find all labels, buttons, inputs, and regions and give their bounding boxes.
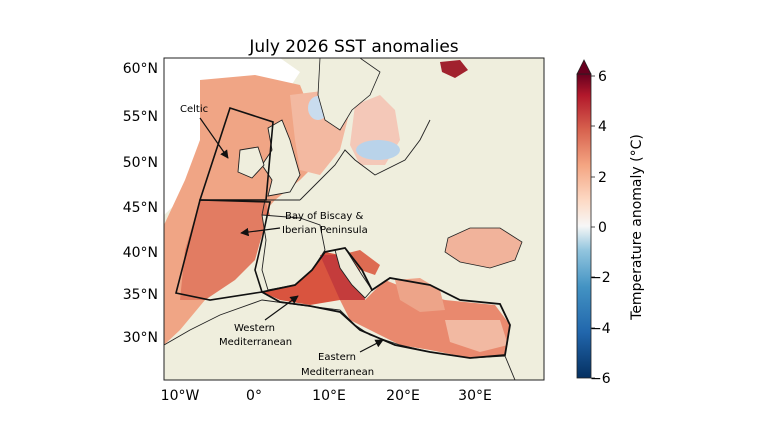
lat-label: 35°N xyxy=(123,287,158,303)
colorbar-tick: 0 xyxy=(598,220,607,236)
latitude-labels: 60°N 55°N 50°N 45°N 40°N 35°N 30°N xyxy=(123,61,158,346)
biscay-label-line2: Iberian Peninsula xyxy=(282,225,368,236)
lon-label: 20°E xyxy=(386,388,420,404)
colorbar-extend-arrow xyxy=(576,59,592,75)
scandinavia-land xyxy=(317,58,381,131)
map-frame xyxy=(163,57,545,381)
longitude-labels: 10°W 0° 10°E 20°E 30°E xyxy=(161,388,492,404)
lat-label: 55°N xyxy=(123,109,158,125)
colorbar-tick: −6 xyxy=(590,371,611,387)
black-sea xyxy=(444,227,523,269)
ireland-land xyxy=(237,146,265,179)
biscay-label-line1: Bay of Biscay & xyxy=(285,211,363,222)
celtic-label: Celtic xyxy=(180,104,208,115)
lat-label: 50°N xyxy=(123,155,158,171)
east-med-arrow xyxy=(359,339,384,353)
biscay-iberia-region-box xyxy=(175,199,271,301)
bay-of-biscay-sea xyxy=(180,200,270,300)
lon-label: 10°E xyxy=(312,388,346,404)
lat-label: 60°N xyxy=(123,61,158,77)
east-med-label-line2: Mediterranean xyxy=(301,367,374,378)
map-panel xyxy=(164,58,544,380)
mediterranean-region-outline xyxy=(259,247,511,359)
lat-label: 40°N xyxy=(123,245,158,261)
east-med-label-line1: Eastern xyxy=(318,352,356,363)
lon-label: 30°E xyxy=(458,388,492,404)
celtic-region-box xyxy=(198,106,274,201)
colorbar-tick: −4 xyxy=(590,321,611,337)
lat-label: 30°N xyxy=(123,330,158,346)
colorbar-tick: −2 xyxy=(590,270,611,286)
lat-label: 45°N xyxy=(123,200,158,216)
biscay-arrow xyxy=(240,227,281,237)
colorbar-label: Temperature anomaly (°C) xyxy=(629,134,645,321)
celtic-arrow xyxy=(199,117,229,159)
levantine-sea xyxy=(445,320,508,352)
colorbar-gradient xyxy=(576,73,592,379)
west-med-arrow xyxy=(264,295,299,321)
lon-label: 10°W xyxy=(161,388,200,404)
colorbar-tick: 6 xyxy=(598,69,607,85)
lon-label: 0° xyxy=(246,388,262,404)
arctic-hot-patch xyxy=(440,60,468,78)
colorbar-tick: 4 xyxy=(598,119,607,135)
baltic-cool-patch xyxy=(356,140,400,160)
colorbar-tick: 2 xyxy=(598,170,607,186)
west-med-label-line2: Mediterranean xyxy=(219,337,292,348)
colorbar: 6 4 2 0 −2 −4 −6 Temperature anomaly (°C… xyxy=(576,59,645,387)
west-med-label-line1: Western xyxy=(234,323,275,334)
map-title: July 2026 SST anomalies xyxy=(248,37,458,57)
